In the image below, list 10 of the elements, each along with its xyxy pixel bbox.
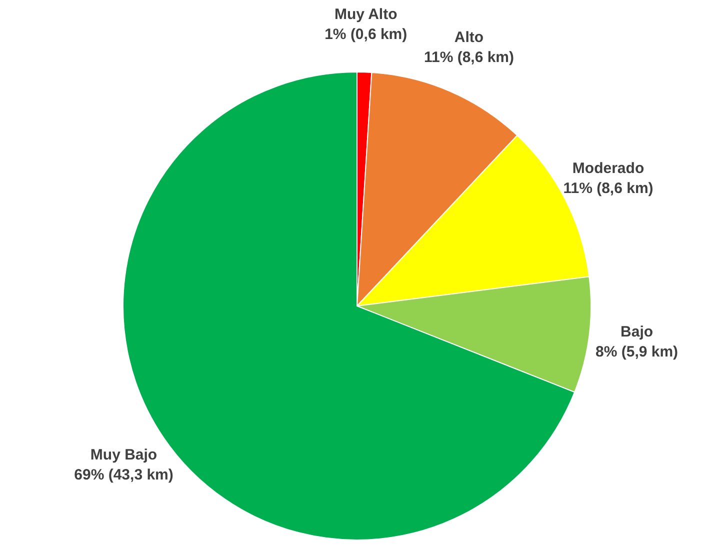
data-label: 1% (0,6 km) xyxy=(324,26,408,44)
data-label: 11% (8,6 km) xyxy=(424,49,514,66)
slice-label: Muy Alto xyxy=(334,6,398,24)
slice-label: Moderado xyxy=(572,160,644,177)
slice-label: Bajo xyxy=(620,323,654,340)
slice-label: Muy Bajo xyxy=(90,446,158,464)
data-label: 11% (8,6 km) xyxy=(563,180,654,197)
slice-label: Alto xyxy=(454,29,484,46)
data-label: 69% (43,3 km) xyxy=(74,466,174,484)
data-label: 8% (5,9 km) xyxy=(596,343,678,360)
